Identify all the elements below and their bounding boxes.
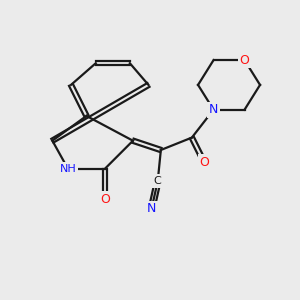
Text: O: O: [240, 54, 250, 67]
Text: C: C: [154, 176, 162, 186]
Text: NH: NH: [59, 164, 76, 174]
Text: N: N: [209, 103, 218, 116]
Text: N: N: [147, 202, 156, 215]
Text: O: O: [199, 156, 209, 169]
Text: O: O: [100, 193, 110, 206]
